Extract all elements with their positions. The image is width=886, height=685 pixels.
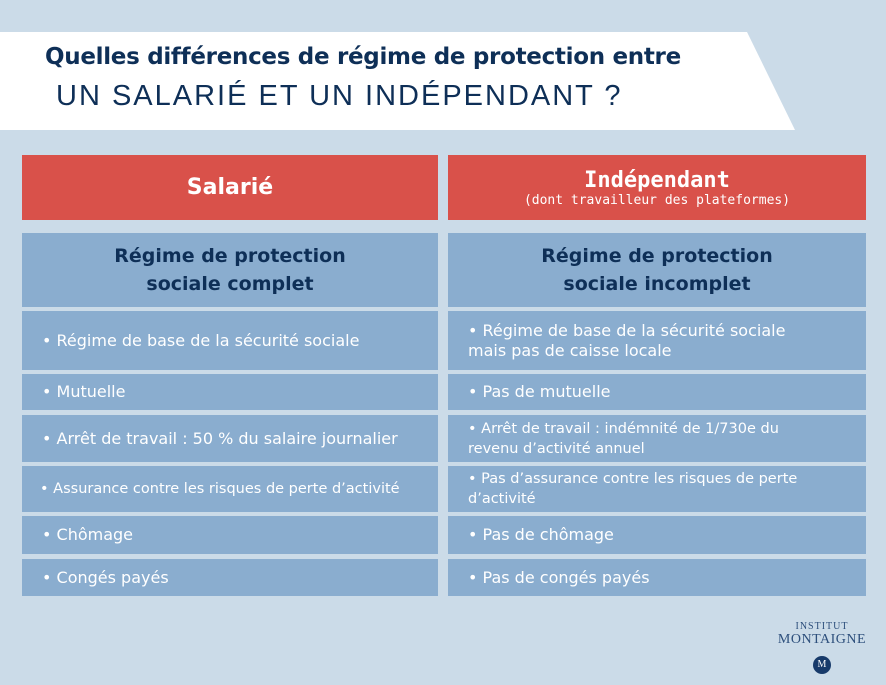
institut-montaigne-logo: INSTITUT MONTAIGNE M — [776, 621, 868, 674]
list-item: • Pas de chômage — [448, 516, 866, 554]
regime-line: Régime de protection — [541, 245, 773, 267]
list-item: • Arrêt de travail : 50 % du salaire jou… — [22, 415, 438, 462]
header-title: Indépendant — [584, 167, 730, 193]
title-line-2: UN SALARIÉ ET UN INDÉPENDANT ? — [56, 80, 623, 112]
regime-line: sociale incomplet — [563, 273, 751, 295]
regime-line: sociale complet — [146, 273, 314, 295]
regime-line: Régime de protection — [114, 245, 346, 267]
header-salarie: Salarié — [22, 155, 438, 220]
list-item: • Mutuelle — [22, 374, 438, 410]
seal-icon: M — [813, 656, 831, 674]
list-item: • Arrêt de travail : indémnité de 1/730e… — [448, 415, 866, 462]
regime-salarie: Régime de protection sociale complet — [22, 233, 438, 307]
list-item: • Congés payés — [22, 559, 438, 596]
title-line-1: Quelles différences de régime de protect… — [45, 44, 681, 70]
header-subtitle: (dont travailleur des plateformes) — [523, 192, 791, 208]
list-item: • Chômage — [22, 516, 438, 554]
regime-independant: Régime de protection sociale incomplet — [448, 233, 866, 307]
list-item: • Pas d’assurance contre les risques de … — [448, 466, 866, 512]
list-item: • Régime de base de la sécurité sociale … — [448, 311, 866, 370]
list-item: • Pas de congés payés — [448, 559, 866, 596]
header-title: Salarié — [186, 175, 274, 200]
logo-line-1: INSTITUT — [795, 621, 849, 632]
list-item: • Pas de mutuelle — [448, 374, 866, 410]
list-item: • Assurance contre les risques de perte … — [22, 466, 438, 512]
header-independant: Indépendant (dont travailleur des platef… — [448, 155, 866, 220]
logo-line-2: MONTAIGNE — [777, 632, 867, 647]
list-item: • Régime de base de la sécurité sociale — [22, 311, 438, 370]
title-banner — [0, 32, 795, 130]
